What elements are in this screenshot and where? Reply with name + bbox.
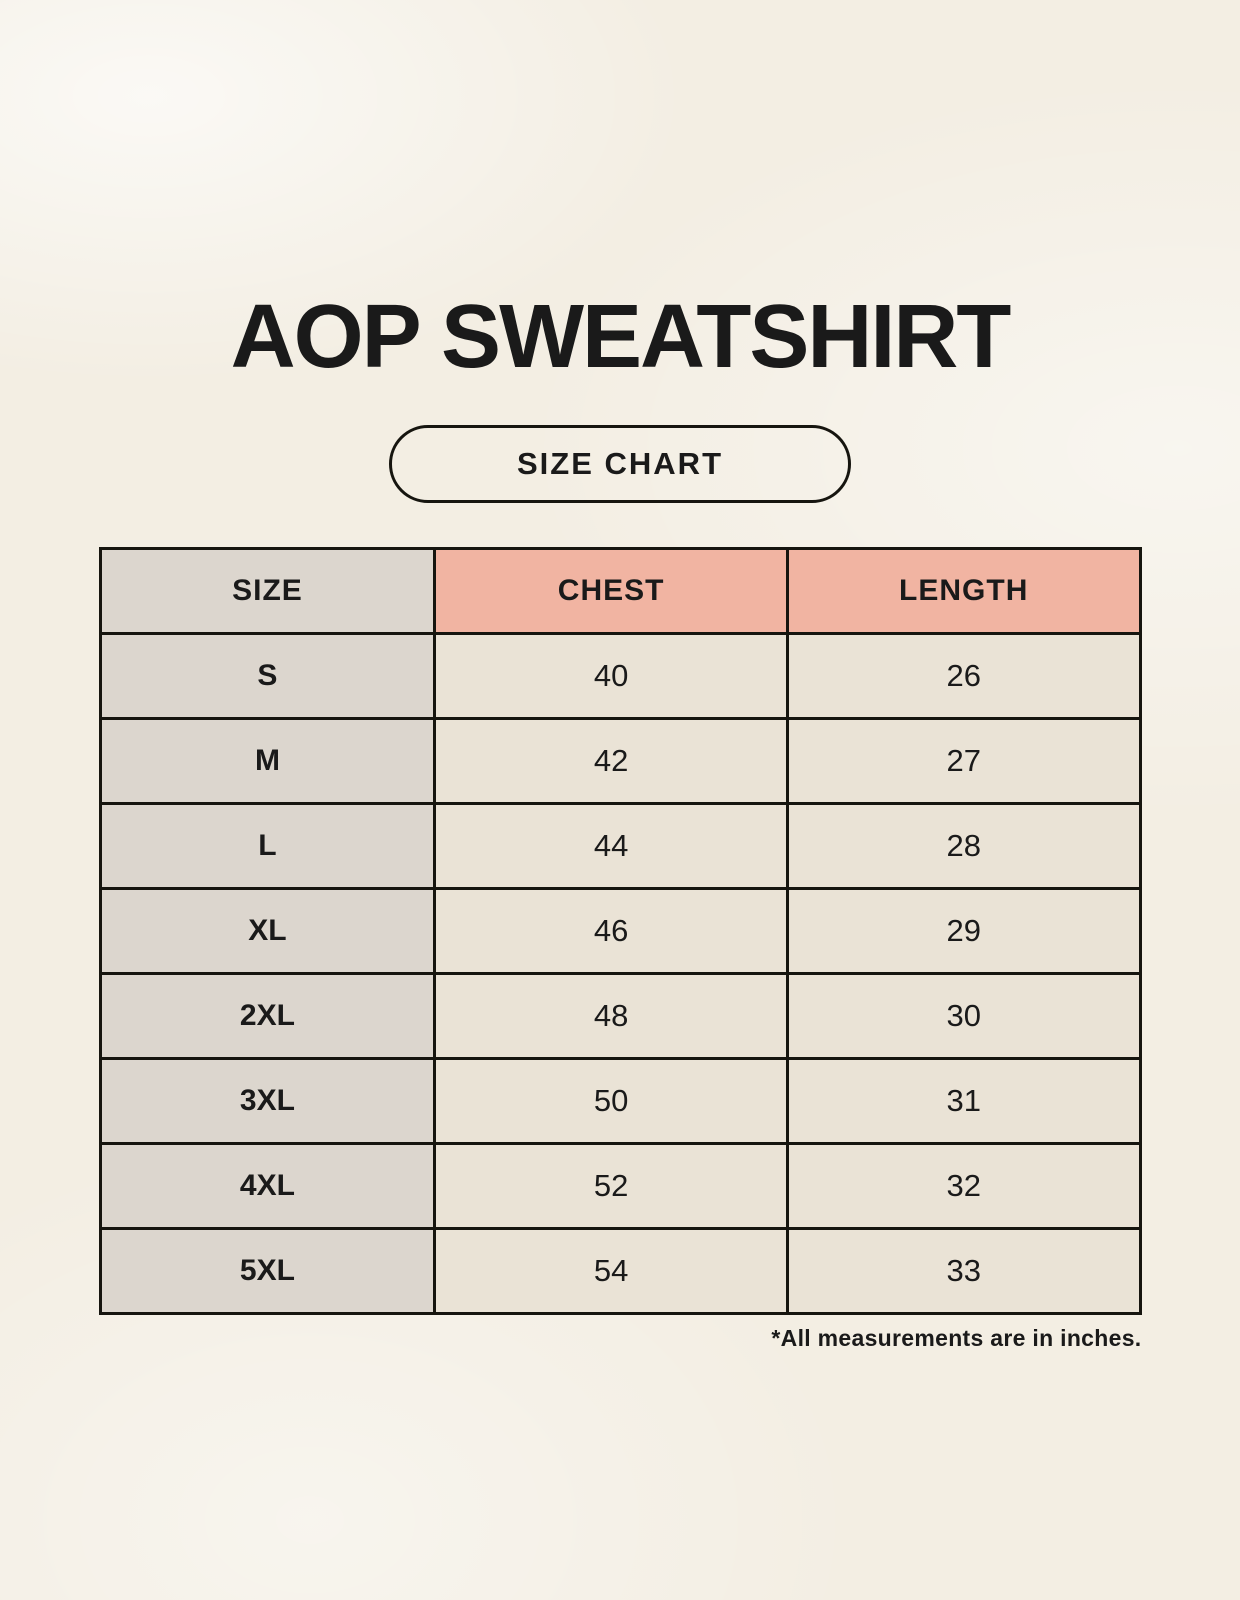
chest-cell: 50: [433, 1057, 789, 1145]
chest-cell: 52: [433, 1142, 789, 1230]
length-cell: 30: [785, 972, 1142, 1060]
length-cell: 32: [785, 1142, 1142, 1230]
size-cell: M: [98, 717, 437, 805]
chest-cell: 48: [433, 972, 789, 1060]
table-header-row: SIZE CHEST LENGTH: [98, 547, 1142, 635]
size-cell: XL: [98, 887, 437, 975]
measurements-footnote: *All measurements are in inches.: [771, 1325, 1142, 1351]
chest-cell: 42: [433, 717, 789, 805]
length-cell: 29: [785, 887, 1142, 975]
table-row: 5XL 54 33: [98, 1227, 1142, 1315]
column-header-chest: CHEST: [433, 547, 789, 635]
size-cell: S: [98, 632, 437, 720]
column-header-length: LENGTH: [785, 547, 1142, 635]
table-row: 4XL 52 32: [98, 1142, 1142, 1230]
chest-cell: 46: [433, 887, 789, 975]
size-cell: 2XL: [98, 972, 437, 1060]
table-row: M 42 27: [98, 717, 1142, 805]
size-chart-table: SIZE CHEST LENGTH S 40 26 M 42 27 L 44 28 XL 46 29 2…: [98, 547, 1142, 1315]
table-row: S 40 26: [98, 632, 1142, 720]
size-chart-pill-row: SIZE CHART: [0, 425, 1240, 503]
size-cell: 5XL: [98, 1227, 437, 1315]
column-header-size: SIZE: [98, 547, 437, 635]
chest-cell: 54: [433, 1227, 789, 1315]
length-cell: 27: [785, 717, 1142, 805]
size-cell: 4XL: [98, 1142, 437, 1230]
table-row: L 44 28: [98, 802, 1142, 890]
length-cell: 31: [785, 1057, 1142, 1145]
size-cell: 3XL: [98, 1057, 437, 1145]
chest-cell: 44: [433, 802, 789, 890]
length-cell: 33: [785, 1227, 1142, 1315]
table-row: XL 46 29: [98, 887, 1142, 975]
length-cell: 28: [785, 802, 1142, 890]
size-cell: L: [98, 802, 437, 890]
size-chart-button[interactable]: SIZE CHART: [389, 425, 851, 503]
page: AOP SWEATSHIRT SIZE CHART SIZE CHEST LEN…: [0, 287, 1240, 1351]
chest-cell: 40: [433, 632, 789, 720]
table-row: 2XL 48 30: [98, 972, 1142, 1060]
page-title: AOP SWEATSHIRT: [230, 287, 1012, 387]
table-row: 3XL 50 31: [98, 1057, 1142, 1145]
length-cell: 26: [785, 632, 1142, 720]
